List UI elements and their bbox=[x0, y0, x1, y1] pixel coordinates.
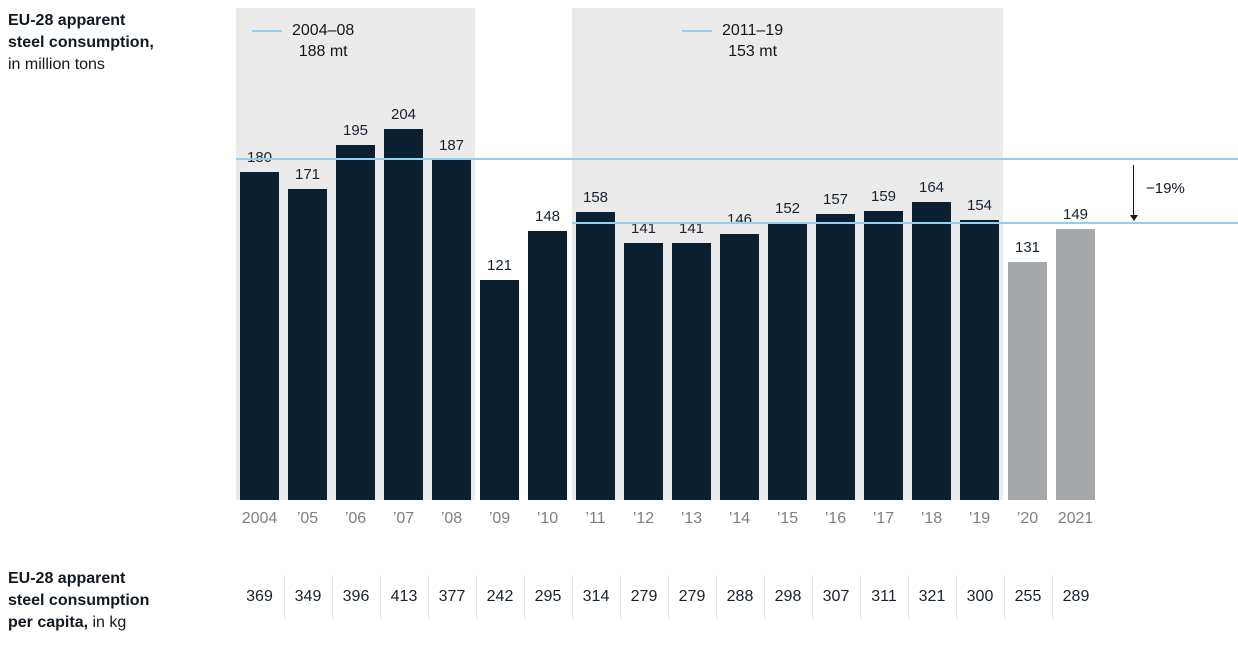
bar bbox=[240, 172, 279, 500]
bar-value-label: 149 bbox=[1062, 206, 1089, 223]
legend-period: 2011–19 bbox=[722, 22, 784, 39]
per-capita-value: 349 bbox=[283, 575, 332, 619]
per-capita-value: 396 bbox=[331, 575, 380, 619]
x-axis-label: ’20 bbox=[1016, 510, 1039, 527]
chart-title-line2: steel consumption, bbox=[8, 34, 154, 51]
x-axis-label: ’10 bbox=[536, 510, 559, 527]
per-capita-value: 311 bbox=[859, 575, 908, 619]
bar-value-label: 141 bbox=[630, 220, 657, 237]
per-capita-value: 295 bbox=[523, 575, 572, 619]
per-capita-value: 321 bbox=[907, 575, 956, 619]
bar-value-label: 148 bbox=[534, 208, 561, 225]
chart-title: EU-28 apparent steel consumption, in mil… bbox=[8, 10, 154, 76]
x-axis-label: ’15 bbox=[776, 510, 799, 527]
bar-value-label: 171 bbox=[294, 166, 321, 183]
bar bbox=[1056, 229, 1095, 500]
decline-annotation: −19% bbox=[1146, 180, 1185, 197]
bar bbox=[864, 211, 903, 500]
legend-period: 2004–08 bbox=[292, 22, 355, 39]
x-axis-label: ’17 bbox=[872, 510, 895, 527]
bar-value-label: 195 bbox=[342, 122, 369, 139]
bar bbox=[336, 145, 375, 500]
bar bbox=[432, 160, 471, 500]
per-capita-value: 255 bbox=[1003, 575, 1052, 619]
per-capita-title-line3-bold: per capita, bbox=[8, 614, 89, 631]
per-capita-value: 298 bbox=[763, 575, 812, 619]
bar bbox=[1008, 262, 1047, 500]
per-capita-value: 242 bbox=[475, 575, 524, 619]
x-axis-label: ’09 bbox=[488, 510, 511, 527]
per-capita-value: 300 bbox=[955, 575, 1004, 619]
chart-title-line1: EU-28 apparent bbox=[8, 12, 126, 29]
x-axis-label: ’13 bbox=[680, 510, 703, 527]
bar-value-label: 152 bbox=[774, 200, 801, 217]
x-axis-label: ’08 bbox=[440, 510, 463, 527]
legend-value: 153 mt bbox=[728, 43, 778, 60]
x-axis-label: ’07 bbox=[392, 510, 415, 527]
per-capita-title-line2: steel consumption bbox=[8, 592, 150, 609]
bar bbox=[768, 223, 807, 500]
bar-value-label: 164 bbox=[918, 179, 945, 196]
per-capita-value: 314 bbox=[571, 575, 620, 619]
per-capita-title-line1: EU-28 apparent bbox=[8, 570, 126, 587]
legend-value: 188 mt bbox=[298, 43, 348, 60]
chart-title-unit: in million tons bbox=[8, 56, 105, 73]
per-capita-title-unit: in kg bbox=[92, 614, 127, 631]
x-axis-label: ’14 bbox=[728, 510, 751, 527]
bar bbox=[960, 220, 999, 500]
per-capita-value: 369 bbox=[246, 588, 273, 605]
per-capita-value: 288 bbox=[715, 575, 764, 619]
average-line-0 bbox=[236, 158, 1238, 160]
bar-value-label: 158 bbox=[582, 189, 609, 206]
bar bbox=[672, 243, 711, 500]
average-line-1 bbox=[572, 222, 1238, 224]
bar-value-label: 187 bbox=[438, 137, 465, 154]
per-capita-value: 279 bbox=[619, 575, 668, 619]
x-axis-label: ’11 bbox=[585, 510, 606, 527]
bar bbox=[816, 214, 855, 500]
per-capita-value: 289 bbox=[1051, 575, 1100, 619]
bar-value-label: 204 bbox=[390, 106, 417, 123]
x-axis-label: 2004 bbox=[241, 510, 278, 527]
x-axis-label: ’06 bbox=[344, 510, 367, 527]
per-capita-value: 377 bbox=[427, 575, 476, 619]
per-capita-title-line3: per capita, in kg bbox=[8, 612, 149, 634]
legend-text: 2011–19 153 mt bbox=[722, 20, 783, 62]
x-axis-label: ’18 bbox=[920, 510, 943, 527]
bar-value-label: 131 bbox=[1014, 239, 1041, 256]
x-axis-label: ’16 bbox=[824, 510, 847, 527]
average-line-icon bbox=[682, 30, 712, 32]
legend-2011-19: 2011–19 153 mt bbox=[682, 20, 783, 62]
decline-arrow-icon bbox=[1130, 165, 1138, 221]
x-axis-label: ’12 bbox=[632, 510, 655, 527]
bar bbox=[720, 234, 759, 500]
x-axis-label: 2021 bbox=[1057, 510, 1094, 527]
bar bbox=[576, 212, 615, 500]
legend-text: 2004–08 188 mt bbox=[292, 20, 354, 62]
per-capita-value: 413 bbox=[379, 575, 428, 619]
bar bbox=[384, 129, 423, 500]
per-capita-value: 279 bbox=[667, 575, 716, 619]
x-axis-label: ’19 bbox=[968, 510, 991, 527]
bar-value-label: 141 bbox=[678, 220, 705, 237]
per-capita-title: EU-28 apparent steel consumption per cap… bbox=[8, 568, 149, 634]
bar-value-label: 146 bbox=[726, 211, 753, 228]
legend-2004-08: 2004–08 188 mt bbox=[252, 20, 354, 62]
bar-value-label: 157 bbox=[822, 191, 849, 208]
per-capita-row: 369 349 396 413 377 242 295 314 279 279 288 298 307 3… bbox=[0, 575, 1238, 619]
per-capita-value: 307 bbox=[811, 575, 860, 619]
bar bbox=[528, 231, 567, 500]
bar-value-label: 180 bbox=[236, 149, 284, 167]
bar-value-label: 159 bbox=[870, 188, 897, 205]
bar-value-label: 121 bbox=[486, 257, 513, 274]
bar bbox=[912, 202, 951, 500]
x-axis-label: ’05 bbox=[296, 510, 319, 527]
bar bbox=[480, 280, 519, 500]
bar bbox=[288, 189, 327, 500]
bar-value-label: 154 bbox=[966, 197, 993, 214]
average-line-icon bbox=[252, 30, 282, 32]
bar bbox=[624, 243, 663, 500]
